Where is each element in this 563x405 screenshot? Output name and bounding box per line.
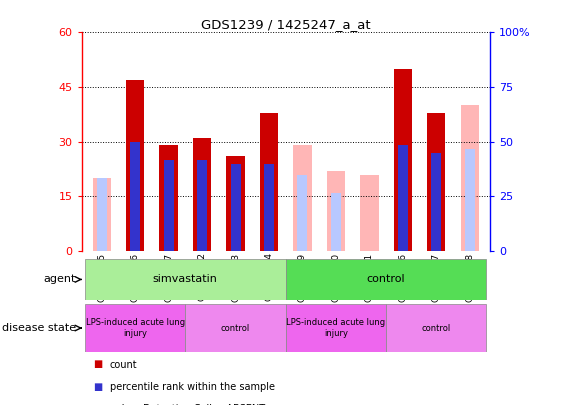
Text: ■: ■ (93, 360, 102, 369)
Bar (260, 113, 278, 251)
Text: ■: ■ (93, 404, 102, 405)
Bar (427, 113, 445, 251)
Bar (130, 142, 140, 251)
Bar (394, 69, 412, 251)
Bar (226, 156, 245, 251)
Bar (197, 160, 207, 251)
Bar (85, 259, 286, 300)
Bar (159, 145, 178, 251)
Bar (327, 171, 345, 251)
Bar (360, 175, 378, 251)
Bar (264, 164, 274, 251)
Bar (97, 178, 107, 251)
Text: ■: ■ (93, 382, 102, 392)
Bar (230, 164, 240, 251)
Bar (185, 304, 286, 352)
Text: simvastatin: simvastatin (153, 275, 218, 284)
Bar (193, 138, 211, 251)
Text: LPS-induced acute lung
injury: LPS-induced acute lung injury (86, 318, 185, 338)
Bar (431, 153, 441, 251)
Bar (286, 304, 386, 352)
Bar (126, 80, 144, 251)
Bar (461, 105, 479, 251)
Bar (92, 178, 111, 251)
Text: control: control (367, 275, 405, 284)
Bar (297, 175, 307, 251)
Bar (386, 304, 486, 352)
Text: LPS-induced acute lung
injury: LPS-induced acute lung injury (287, 318, 386, 338)
Text: disease state: disease state (2, 323, 76, 333)
Bar (331, 193, 341, 251)
Bar (464, 149, 475, 251)
Text: control: control (422, 324, 451, 333)
Text: count: count (110, 360, 137, 369)
Title: GDS1239 / 1425247_a_at: GDS1239 / 1425247_a_at (201, 18, 370, 31)
Bar (293, 145, 312, 251)
Bar (164, 160, 173, 251)
Bar (286, 259, 486, 300)
Bar (85, 304, 185, 352)
Text: percentile rank within the sample: percentile rank within the sample (110, 382, 275, 392)
Text: value, Detection Call = ABSENT: value, Detection Call = ABSENT (110, 404, 265, 405)
Text: control: control (221, 324, 250, 333)
Text: agent: agent (43, 275, 76, 284)
Bar (398, 145, 408, 251)
